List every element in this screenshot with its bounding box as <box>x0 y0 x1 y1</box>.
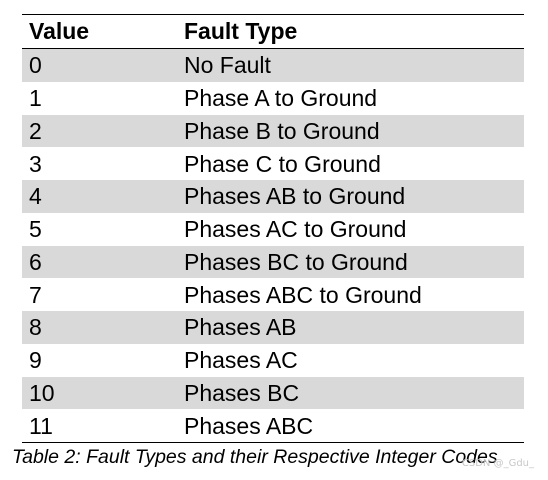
cell-value: 0 <box>22 48 177 82</box>
cell-value: 10 <box>22 376 177 410</box>
cell-value: 3 <box>29 150 42 177</box>
table-caption: Table 2: Fault Types and their Respectiv… <box>12 446 498 468</box>
table-row: 7 Phases ABC to Ground <box>22 278 524 311</box>
table-row: 2 Phase B to Ground <box>22 114 524 148</box>
cell-value: 4 <box>22 180 177 213</box>
cell-fault-type: Phases ABC to Ground <box>184 281 422 308</box>
cell-value: 5 <box>29 216 42 243</box>
table-row: 11 Phases ABC <box>22 409 524 443</box>
cell-value: 2 <box>22 114 177 148</box>
header-value: Value <box>29 18 90 44</box>
cell-fault-type: Phases ABC <box>184 412 314 439</box>
cell-fault-type: Phase B to Ground <box>177 114 524 148</box>
cell-value: 11 <box>29 412 53 439</box>
table-header-row: Value Fault Type <box>22 14 524 49</box>
fault-type-table-container: Value Fault Type 0 No Fault 1 Phase A to Gr… <box>22 14 524 443</box>
table-row: 8 Phases AB <box>22 311 524 344</box>
cell-value: 1 <box>29 85 42 112</box>
cell-value: 7 <box>29 281 42 308</box>
cell-value: 9 <box>29 347 42 374</box>
table-row: 0 No Fault <box>22 48 524 82</box>
cell-fault-type: Phases AB to Ground <box>177 180 524 213</box>
cell-value: 8 <box>22 311 177 344</box>
table-row: 5 Phases AC to Ground <box>22 213 524 246</box>
table-row: 1 Phase A to Ground <box>22 82 524 115</box>
watermark: CSDN @_Gdu_ <box>461 458 534 469</box>
cell-fault-type: Phases AC <box>184 347 298 374</box>
cell-fault-type: Phases BC <box>177 376 524 410</box>
table-body: 0 No Fault 1 Phase A to Ground 2 Phase B to G… <box>22 48 524 443</box>
table-row: 10 Phases BC <box>22 376 524 410</box>
cell-fault-type: Phases BC to Ground <box>177 245 524 279</box>
table-row: 9 Phases AC <box>22 344 524 377</box>
cell-fault-type: No Fault <box>177 48 524 82</box>
cell-fault-type: Phases AB <box>177 311 524 344</box>
cell-value: 6 <box>22 245 177 279</box>
cell-fault-type: Phase C to Ground <box>184 150 381 177</box>
cell-fault-type: Phases AC to Ground <box>184 216 407 243</box>
header-fault-type: Fault Type <box>184 18 298 44</box>
cell-fault-type: Phase A to Ground <box>184 85 378 112</box>
fault-type-table: Value Fault Type 0 No Fault 1 Phase A to Gr… <box>22 14 524 443</box>
table-row: 3 Phase C to Ground <box>22 147 524 180</box>
table-row: 4 Phases AB to Ground <box>22 180 524 213</box>
table-row: 6 Phases BC to Ground <box>22 245 524 279</box>
